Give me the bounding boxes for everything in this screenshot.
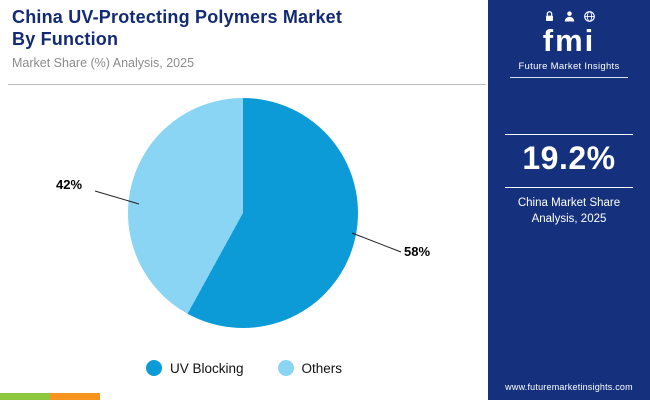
legend: UV Blocking Others bbox=[0, 360, 488, 376]
title-line-2: By Function bbox=[12, 28, 119, 49]
header: China UV-Protecting Polymers Market By F… bbox=[12, 7, 482, 70]
person-icon bbox=[563, 10, 576, 23]
lock-icon bbox=[543, 10, 556, 23]
logo-wordmark: fmi bbox=[542, 23, 596, 58]
data-label-uv-blocking: 58% bbox=[404, 244, 431, 259]
stat-caption-line-1: China Market Share bbox=[517, 197, 621, 209]
page-title: China UV-Protecting Polymers Market By F… bbox=[12, 7, 482, 51]
fmi-logo: fmi Future Market Insights bbox=[488, 10, 650, 78]
accent-strip-orange bbox=[50, 393, 100, 400]
website-url: www.futuremarketinsights.com bbox=[505, 382, 633, 392]
accent-strip-green bbox=[0, 393, 50, 400]
logo-rule bbox=[510, 76, 628, 78]
stat-caption-line-2: Analysis, 2025 bbox=[531, 213, 607, 226]
logo-tagline: Future Market Insights bbox=[518, 60, 620, 72]
stat-caption: China Market Share Analysis, 2025 bbox=[488, 195, 650, 227]
stat-value: 19.2% bbox=[522, 140, 616, 176]
legend-label-uv-blocking: UV Blocking bbox=[169, 360, 244, 376]
logo-icons bbox=[488, 10, 650, 23]
legend-item-uv-blocking: UV Blocking bbox=[145, 360, 244, 376]
stat-divider-bottom bbox=[505, 187, 633, 188]
globe-icon bbox=[583, 10, 596, 23]
pie bbox=[128, 98, 358, 328]
title-line-1: China UV-Protecting Polymers Market bbox=[12, 7, 343, 27]
legend-item-others: Others bbox=[277, 360, 343, 376]
accent-strip bbox=[0, 393, 100, 400]
legend-swatch-uv-blocking bbox=[145, 360, 162, 376]
stat-divider-top bbox=[505, 134, 633, 135]
legend-swatch-others bbox=[277, 360, 294, 376]
header-divider bbox=[8, 84, 486, 85]
data-label-others: 42% bbox=[56, 177, 83, 192]
legend-label-others: Others bbox=[301, 360, 343, 376]
chart-subtitle: Market Share (%) Analysis, 2025 bbox=[12, 55, 195, 70]
sidebar: fmi Future Market Insights 19.2% China M… bbox=[488, 0, 650, 400]
